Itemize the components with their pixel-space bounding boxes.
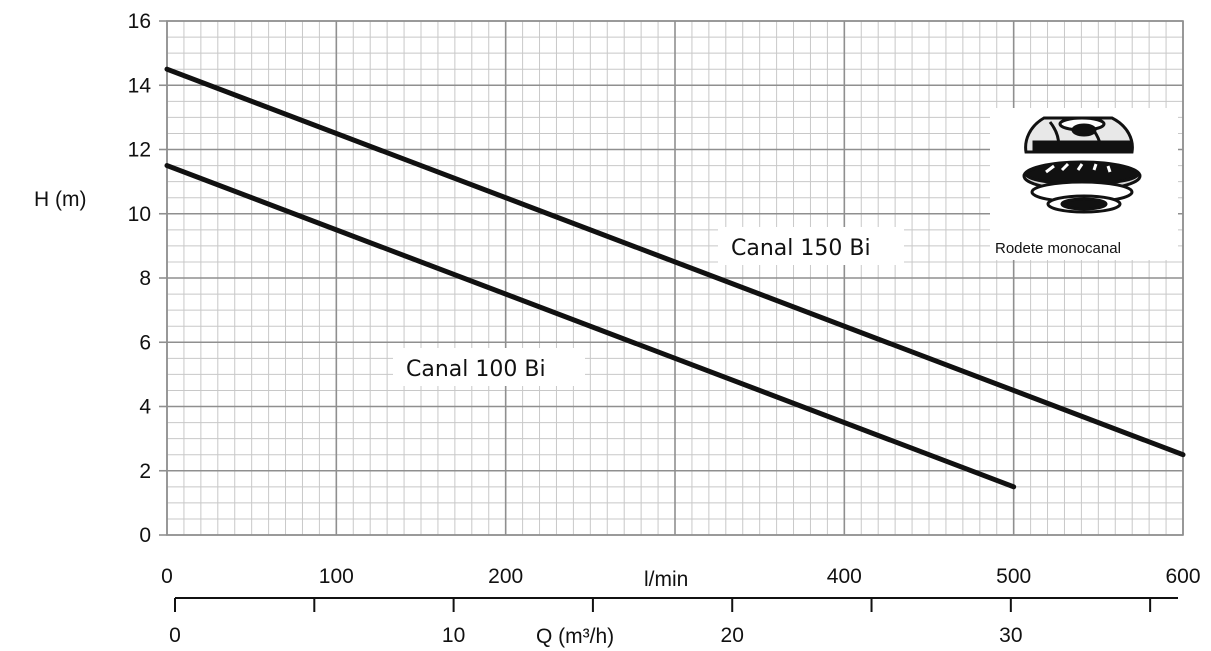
impeller-image: Rodete monocanal <box>990 108 1178 260</box>
x-tick-label: 400 <box>827 565 862 588</box>
impeller-caption: Rodete monocanal <box>995 240 1121 257</box>
x-axis-tick-labels: 0 100 200 400 500 600 <box>161 565 1200 588</box>
series-line-canal-150-bi <box>164 66 1186 458</box>
secondary-x-axis: 0 10 20 30 <box>169 597 1178 647</box>
series-line-canal-100-bi <box>164 163 1017 490</box>
q-tick-label: 30 <box>999 624 1022 647</box>
y-tick-label: 2 <box>139 460 151 483</box>
series-label-bg-100 <box>393 348 585 386</box>
x-tick-label: 500 <box>996 565 1031 588</box>
x-tick-label: 600 <box>1165 565 1200 588</box>
y-tick-label: 6 <box>139 331 151 354</box>
y-tick-label: 14 <box>128 74 152 97</box>
secondary-x-axis-title: Q (m³/h) <box>536 625 614 648</box>
series-label-canal-100: Canal 100 Bi <box>406 357 546 382</box>
plot-frame <box>159 20 1184 536</box>
series-layer <box>164 66 1186 490</box>
x-tick-label: 200 <box>488 565 523 588</box>
y-axis-tick-labels: 0 2 4 6 8 10 12 14 16 <box>128 10 152 547</box>
x-tick-label: 0 <box>161 565 173 588</box>
series-label-canal-150: Canal 150 Bi <box>731 236 871 261</box>
q-tick-label: 10 <box>442 624 465 647</box>
y-tick-label: 4 <box>139 396 151 419</box>
x-axis-title: l/min <box>644 568 688 591</box>
y-tick-label: 8 <box>139 267 151 290</box>
y-tick-label: 12 <box>128 139 151 162</box>
q-tick-label: 0 <box>169 624 181 647</box>
impeller-icon <box>1022 116 1142 214</box>
y-tick-label: 16 <box>128 10 151 33</box>
series-label-bg-150 <box>718 227 904 265</box>
y-tick-label: 0 <box>139 524 151 547</box>
grid <box>166 20 1184 536</box>
q-tick-label: 20 <box>721 624 744 647</box>
y-axis-title: H (m) <box>34 188 86 211</box>
y-tick-label: 10 <box>128 203 151 226</box>
x-tick-label: 100 <box>319 565 354 588</box>
